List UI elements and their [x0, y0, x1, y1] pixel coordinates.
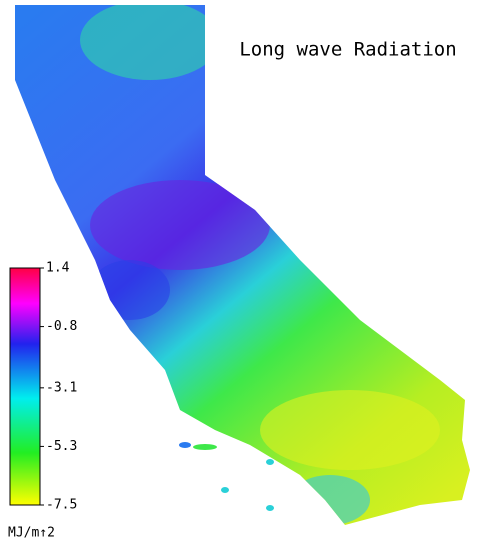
colorbar-tick-label: -7.5	[46, 498, 77, 513]
map-title: Long wave Radiation	[239, 39, 456, 61]
colorbar-unit: MJ/m↑2	[8, 526, 55, 541]
colorbar-tick-label: -0.8	[46, 319, 77, 334]
colorbar-tick-label: 1.4	[46, 261, 70, 276]
colorbar-tick-label: -5.3	[46, 439, 77, 454]
islands	[179, 442, 274, 511]
colorbar	[9, 267, 41, 506]
colorbar-tick-label: -3.1	[46, 380, 77, 395]
